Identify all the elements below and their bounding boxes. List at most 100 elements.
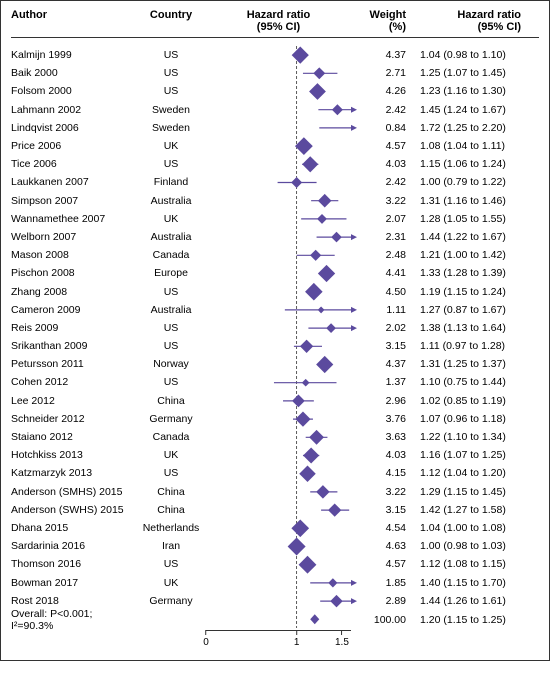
study-author: Baik 2000 [11,67,136,79]
study-hr: 1.23 (1.16 to 1.30) [406,85,521,97]
study-country: UK [136,577,206,589]
study-hr: 1.00 (0.79 to 1.22) [406,176,521,188]
study-weight: 2.42 [351,104,406,116]
plot-cell [206,64,351,82]
study-country: US [136,67,206,79]
study-author: Katzmarzyk 2013 [11,467,136,479]
table-row: Bowman 2017 UK 1.85 1.40 (1.15 to 1.70) [11,573,539,591]
study-author: Schneider 2012 [11,413,136,425]
forest-rows: Kalmijn 1999 US 4.37 1.04 (0.98 to 1.10)… [11,46,539,628]
table-row: Staiano 2012 Canada 3.63 1.22 (1.10 to 1… [11,428,539,446]
study-country: Canada [136,431,206,443]
study-hr: 1.33 (1.28 to 1.39) [406,267,521,279]
study-country: China [136,504,206,516]
study-country: Germany [136,595,206,607]
plot-cell [206,446,351,464]
study-hr: 1.45 (1.24 to 1.67) [406,104,521,116]
table-row: Reis 2009 US 2.02 1.38 (1.13 to 1.64) [11,319,539,337]
study-author: Lahmann 2002 [11,104,136,116]
study-country: US [136,558,206,570]
study-author: Anderson (SMHS) 2015 [11,486,136,498]
plot-cell [206,119,351,137]
study-author: Srikanthan 2009 [11,340,136,352]
study-hr: 1.28 (1.05 to 1.55) [406,213,521,225]
table-header: Author Country Hazard ratio (95% CI) Wei… [11,9,539,38]
study-country: US [136,340,206,352]
study-author: Reis 2009 [11,322,136,334]
study-country: US [136,467,206,479]
study-hr: 1.11 (0.97 to 1.28) [406,340,521,352]
table-row: Baik 2000 US 2.71 1.25 (1.07 to 1.45) [11,64,539,82]
study-country: Iran [136,540,206,552]
study-weight: 4.03 [351,158,406,170]
study-hr: 1.16 (1.07 to 1.25) [406,449,521,461]
study-country: Australia [136,304,206,316]
study-weight: 2.42 [351,176,406,188]
study-author: Lee 2012 [11,395,136,407]
study-author: Zhang 2008 [11,286,136,298]
study-author: Wannamethee 2007 [11,213,136,225]
study-hr: 1.31 (1.25 to 1.37) [406,358,521,370]
table-row: Pischon 2008 Europe 4.41 1.33 (1.28 to 1… [11,264,539,282]
study-author: Pischon 2008 [11,267,136,279]
study-weight: 2.31 [351,231,406,243]
plot-cell [206,173,351,191]
study-country: UK [136,213,206,225]
study-author: Cohen 2012 [11,376,136,388]
study-hr: 1.12 (1.04 to 1.20) [406,467,521,479]
study-hr: 1.02 (0.85 to 1.19) [406,395,521,407]
table-row: Welborn 2007 Australia 2.31 1.44 (1.22 t… [11,228,539,246]
study-hr: 1.10 (0.75 to 1.44) [406,376,521,388]
table-row: Srikanthan 2009 US 3.15 1.11 (0.97 to 1.… [11,337,539,355]
plot-cell [206,319,351,337]
study-country: US [136,322,206,334]
table-row: Sardarinia 2016 Iran 4.63 1.00 (0.98 to … [11,537,539,555]
study-weight: 2.89 [351,595,406,607]
table-row: Hotchkiss 2013 UK 4.03 1.16 (1.07 to 1.2… [11,446,539,464]
study-country: Finland [136,176,206,188]
table-row: Simpson 2007 Australia 3.22 1.31 (1.16 t… [11,192,539,210]
study-hr: 1.21 (1.00 to 1.42) [406,249,521,261]
study-hr: 1.72 (1.25 to 2.20) [406,122,521,134]
header-country: Country [136,9,206,33]
plot-cell [206,282,351,300]
study-author: Staiano 2012 [11,431,136,443]
axis-tick: 0 [203,630,209,648]
study-country: Canada [136,249,206,261]
study-weight: 4.37 [351,49,406,61]
overall-label: Overall: P<0.001; I²=90.3% [11,608,136,632]
overall-hr: 1.20 (1.15 to 1.25) [406,614,521,626]
study-author: Mason 2008 [11,249,136,261]
study-hr: 1.08 (1.04 to 1.11) [406,140,521,152]
study-weight: 2.07 [351,213,406,225]
study-author: Price 2006 [11,140,136,152]
overall-row: Overall: P<0.001; I²=90.3% 100.00 1.20 (… [11,610,539,628]
plot-cell [206,46,351,64]
study-weight: 4.37 [351,358,406,370]
table-row: Tice 2006 US 4.03 1.15 (1.06 to 1.24) [11,155,539,173]
plot-cell [206,519,351,537]
study-weight: 4.54 [351,522,406,534]
overall-weight: 100.00 [351,614,406,626]
study-country: UK [136,449,206,461]
study-hr: 1.44 (1.26 to 1.61) [406,595,521,607]
study-hr: 1.25 (1.07 to 1.45) [406,67,521,79]
study-country: Norway [136,358,206,370]
study-country: Netherlands [136,522,206,534]
table-row: Wannamethee 2007 UK 2.07 1.28 (1.05 to 1… [11,210,539,228]
study-weight: 3.22 [351,195,406,207]
plot-cell [206,82,351,100]
study-hr: 1.00 (0.98 to 1.03) [406,540,521,552]
study-hr: 1.04 (1.00 to 1.08) [406,522,521,534]
study-weight: 3.76 [351,413,406,425]
study-country: Europe [136,267,206,279]
study-country: US [136,286,206,298]
plot-cell [206,137,351,155]
plot-cell [206,464,351,482]
axis-tick: 1 [294,630,300,648]
table-row: Price 2006 UK 4.57 1.08 (1.04 to 1.11) [11,137,539,155]
table-row: Cameron 2009 Australia 1.11 1.27 (0.87 t… [11,301,539,319]
plot-cell [206,483,351,501]
plot-cell [206,228,351,246]
header-plot: Hazard ratio (95% CI) [206,9,351,33]
